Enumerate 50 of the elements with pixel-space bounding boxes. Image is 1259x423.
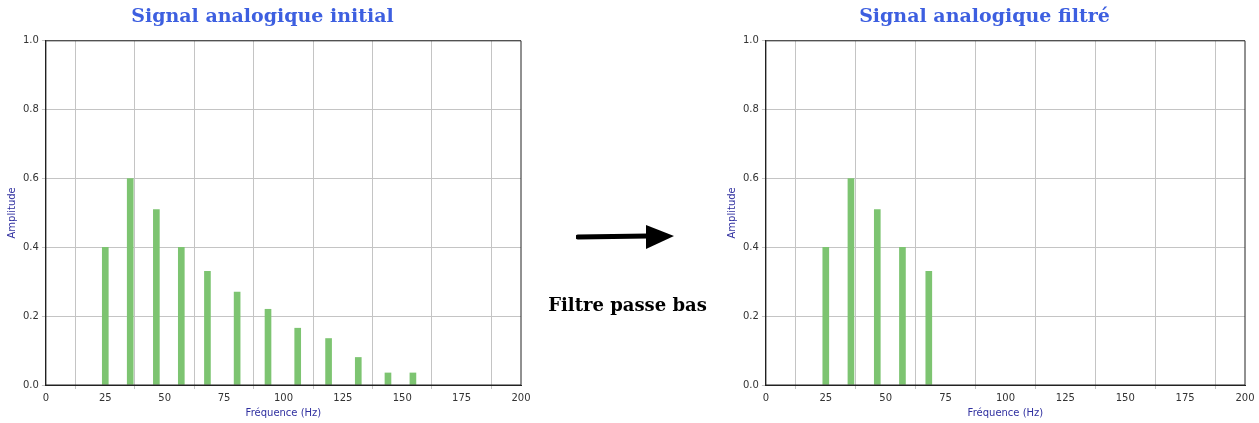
x-tick-label: 200 (1235, 391, 1255, 403)
bar (325, 338, 332, 385)
bar (354, 357, 362, 385)
x-axis-title: Fréquence (Hz) (245, 406, 322, 418)
y-tick-label: 0.2 (23, 309, 39, 321)
bar (294, 327, 302, 385)
y-tick-label: 0.8 (23, 103, 39, 115)
y-tick-label: 0.4 (743, 240, 759, 252)
x-tick-label: 0 (42, 391, 50, 403)
x-tick-label: 200 (511, 391, 531, 403)
y-axis-title: Amplitude (5, 187, 17, 239)
text: Filtre passe bas (547, 294, 708, 315)
y-tick-label: 1.0 (23, 34, 39, 46)
x-tick-label: 75 (939, 391, 952, 403)
y-tick-label: 0.6 (23, 172, 39, 184)
x-axis-title: Fréquence (Hz) (967, 406, 1044, 418)
x-tick-label: 50 (158, 391, 172, 403)
bar (101, 246, 109, 385)
y-tick-label: 0.0 (743, 378, 759, 390)
chart-title: Signal analogique initial (131, 4, 394, 27)
bar (899, 246, 906, 385)
x-tick-label: 100 (273, 391, 293, 403)
y-tick-label: 0.8 (743, 103, 759, 115)
bar (873, 209, 881, 385)
x-tick-label: 150 (392, 391, 412, 403)
x-tick-label: 175 (452, 391, 472, 403)
x-tick-label: 125 (333, 391, 353, 403)
x-tick-label: 25 (819, 391, 833, 403)
x-tick-label: 50 (879, 391, 893, 403)
x-tick-label: 75 (217, 391, 231, 403)
bar (153, 209, 160, 385)
x-tick-label: 100 (995, 391, 1015, 403)
bar (822, 246, 830, 385)
x-tick-label: 175 (1175, 391, 1195, 403)
x-tick-label: 150 (1115, 391, 1135, 403)
x-tick-label: 0 (762, 391, 770, 403)
bar (204, 271, 211, 385)
chart-title: Signal analogique filtré (859, 4, 1110, 27)
bar (847, 178, 855, 385)
x-tick-label: 25 (98, 391, 112, 403)
y-tick-label: 0.6 (743, 172, 759, 184)
bar (177, 246, 185, 385)
y-tick-label: 1.0 (743, 34, 759, 46)
y-tick-label: 0.0 (23, 378, 39, 390)
x-tick-label: 125 (1055, 391, 1075, 403)
y-tick-label: 0.2 (743, 309, 759, 321)
y-tick-label: 0.4 (23, 240, 39, 252)
bar (126, 178, 134, 385)
y-axis-title: Amplitude (725, 187, 737, 239)
bar (925, 271, 933, 385)
